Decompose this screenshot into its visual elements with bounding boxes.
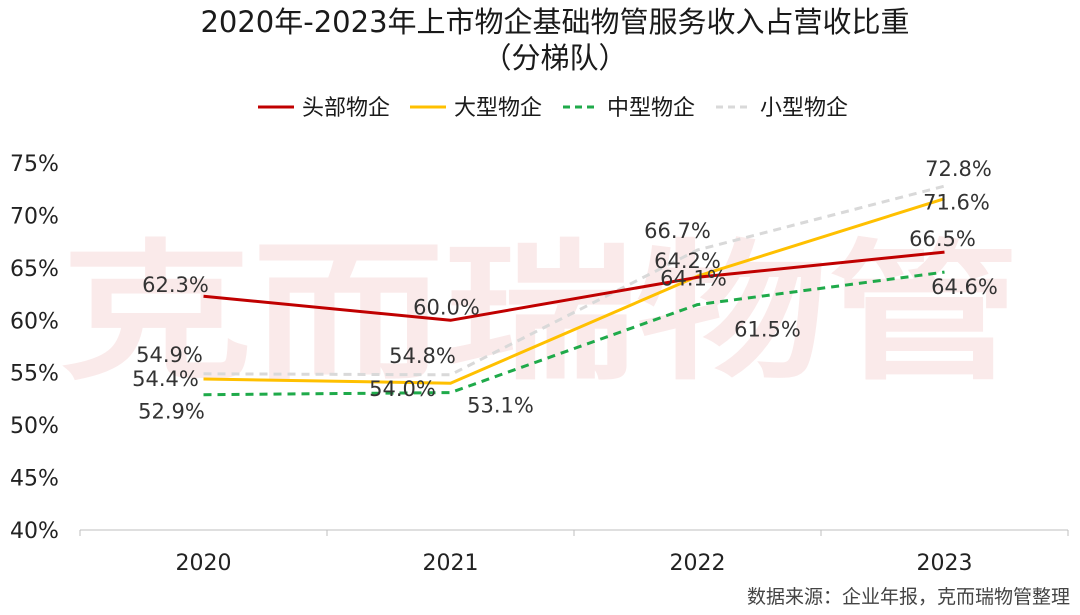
legend-label: 中型物企: [607, 96, 695, 121]
data-label: 64.2%: [654, 249, 721, 273]
y-axis: 40% 45% 50% 55% 60% 65% 70% 75%: [10, 152, 59, 544]
legend: 头部物企 大型物企 中型物企 小型物企: [258, 96, 848, 121]
data-label: 72.8%: [925, 157, 992, 181]
data-label: 60.0%: [413, 295, 480, 319]
y-tick-label: 65%: [10, 257, 59, 282]
y-tick-label: 45%: [10, 467, 59, 492]
legend-label: 头部物企: [302, 96, 390, 121]
legend-label: 小型物企: [760, 96, 848, 121]
x-axis: 2020 2021 2022 2023: [79, 529, 1069, 576]
data-label: 54.8%: [389, 344, 456, 368]
series-line: [203, 270, 945, 397]
data-label: 54.9%: [136, 343, 203, 367]
y-tick-label: 60%: [10, 309, 59, 334]
data-label: 64.1%: [660, 266, 727, 290]
x-tick-label: 2021: [423, 551, 479, 576]
legend-label: 大型物企: [454, 96, 542, 121]
y-tick-label: 75%: [10, 152, 59, 177]
data-label: 64.6%: [931, 275, 998, 299]
series-group: [203, 184, 945, 397]
chart-title: 2020年-2023年上市物企基础物管服务收入占营收比重: [200, 5, 909, 39]
data-label: 66.7%: [644, 219, 711, 243]
source-note: 数据来源：企业年报，克而瑞物管整理: [747, 586, 1070, 608]
series-line: [203, 250, 945, 322]
data-label: 54.0%: [369, 377, 436, 401]
series-line: [203, 197, 945, 385]
data-label: 54.4%: [132, 367, 199, 391]
data-labels: 62.3% 60.0% 64.1% 66.5% 54.4% 54.0% 64.2% 71.6%…: [132, 157, 998, 424]
data-label: 71.6%: [923, 191, 990, 215]
y-tick-label: 40%: [10, 519, 59, 544]
y-tick-label: 70%: [10, 204, 59, 229]
data-label: 53.1%: [467, 394, 534, 418]
data-label: 66.5%: [909, 227, 976, 251]
series-line: [203, 184, 945, 377]
x-tick-label: 2022: [670, 551, 726, 576]
watermark-text: 克而瑞物管: [60, 227, 1020, 401]
data-label: 52.9%: [138, 400, 205, 424]
y-tick-label: 55%: [10, 362, 59, 387]
x-tick-label: 2020: [176, 551, 232, 576]
chart-subtitle: （分梯队）: [482, 41, 627, 75]
y-tick-label: 50%: [10, 414, 59, 439]
data-label: 61.5%: [734, 318, 801, 342]
x-tick-label: 2023: [917, 551, 973, 576]
data-label: 62.3%: [142, 273, 209, 297]
